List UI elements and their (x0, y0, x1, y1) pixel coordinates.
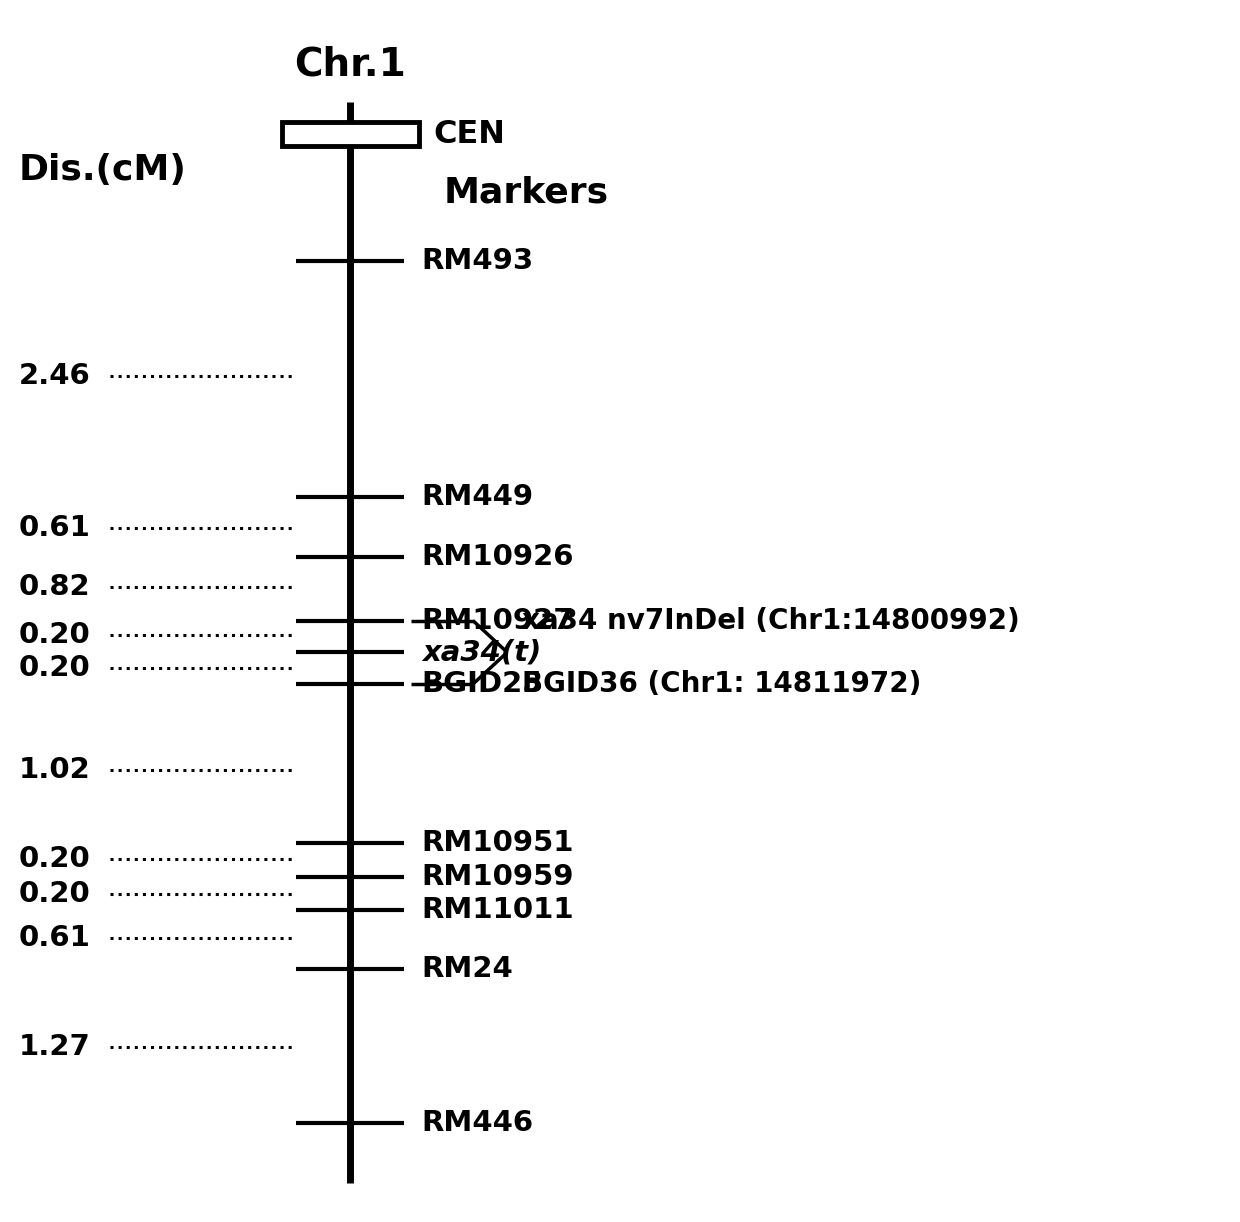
Text: RM10951: RM10951 (422, 829, 574, 857)
Text: Dis.(cM): Dis.(cM) (19, 153, 186, 187)
Text: RM10926: RM10926 (422, 543, 574, 571)
Text: 0.20: 0.20 (19, 844, 91, 873)
Text: 0.20: 0.20 (19, 654, 91, 682)
Text: 0.61: 0.61 (19, 514, 91, 543)
Text: 0.61: 0.61 (19, 925, 91, 952)
Text: RM10959: RM10959 (422, 863, 574, 891)
Text: xa34(t): xa34(t) (422, 638, 541, 666)
Text: BGID25: BGID25 (422, 670, 543, 698)
Text: 0.82: 0.82 (19, 573, 91, 601)
Text: Markers: Markers (444, 176, 609, 209)
Text: RM493: RM493 (422, 247, 534, 275)
Text: 0.20: 0.20 (19, 880, 91, 908)
Text: RM10927: RM10927 (422, 606, 574, 634)
Text: 0.20: 0.20 (19, 621, 91, 649)
Text: RM11011: RM11011 (422, 896, 574, 924)
Text: RM446: RM446 (422, 1108, 534, 1136)
Text: BGID36 (Chr1: 14811972): BGID36 (Chr1: 14811972) (522, 670, 921, 698)
Text: RM449: RM449 (422, 483, 534, 511)
Text: xa34 nv7InDel (Chr1:14800992): xa34 nv7InDel (Chr1:14800992) (522, 606, 1019, 634)
Text: RM24: RM24 (422, 954, 513, 982)
Bar (281, 122, 419, 147)
Text: CEN: CEN (434, 119, 506, 149)
Text: 2.46: 2.46 (19, 362, 91, 390)
Text: 1.27: 1.27 (19, 1033, 91, 1061)
Text: Chr.1: Chr.1 (294, 45, 407, 83)
Text: 1.02: 1.02 (19, 756, 91, 785)
